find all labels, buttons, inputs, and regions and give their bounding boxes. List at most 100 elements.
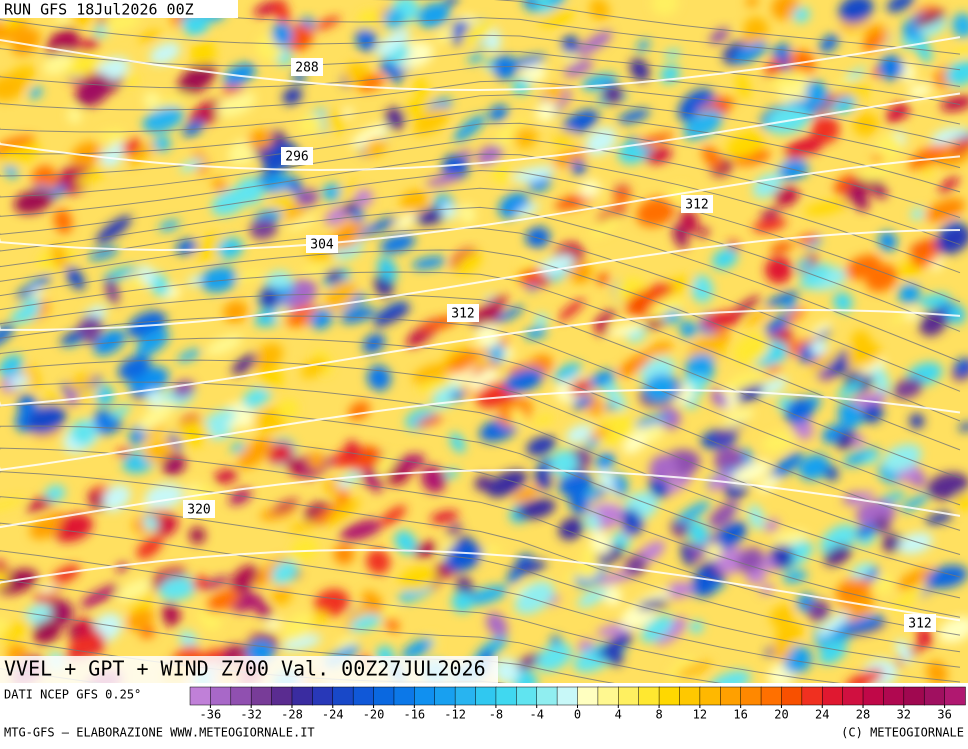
vvel-blob — [374, 305, 411, 327]
contour-label: 304 — [310, 238, 334, 253]
vvel-blob — [345, 440, 361, 460]
vvel-blob — [417, 2, 451, 28]
vvel-blob — [586, 370, 616, 389]
vvel-blob — [314, 588, 350, 617]
vvel-blob — [139, 625, 156, 639]
vvel-blob — [401, 638, 434, 660]
vvel-blob — [0, 497, 25, 513]
vvel-blob — [65, 388, 79, 406]
vvel-blob — [151, 136, 169, 148]
vvel-blob — [680, 209, 699, 234]
vvel-blob — [743, 16, 769, 42]
vvel-blob — [357, 9, 380, 30]
vvel-blob — [784, 397, 814, 425]
vvel-blob — [689, 620, 704, 634]
vvel-blob — [136, 536, 163, 559]
vvel-blob — [282, 612, 314, 641]
vvel-blob — [138, 400, 175, 432]
vvel-blob — [204, 409, 237, 429]
vvel-blob — [633, 413, 672, 428]
vvel-blob — [215, 91, 256, 118]
vvel-blob — [182, 119, 205, 137]
contour-label: 320 — [187, 503, 210, 518]
vvel-blob — [380, 233, 416, 254]
vvel-blob — [272, 499, 300, 514]
vvel-blob — [792, 6, 810, 23]
vvel-blob — [162, 453, 186, 476]
vvel-blob — [896, 566, 934, 590]
vvel-blob — [388, 64, 403, 84]
vvel-blob — [26, 279, 42, 292]
vvel-blob — [898, 283, 921, 305]
vvel-blob — [893, 377, 924, 399]
vvel-blob — [534, 466, 553, 491]
vvel-blob — [697, 227, 710, 237]
vvel-blob — [0, 354, 24, 378]
vvel-blob — [32, 619, 62, 644]
vvel-blob — [658, 406, 681, 430]
vvel-blob — [798, 454, 830, 481]
vvel-blob — [910, 207, 925, 220]
vvel-blob — [377, 256, 398, 282]
vvel-blob — [572, 395, 594, 410]
vvel-blob — [595, 414, 636, 447]
vvel-blob — [270, 189, 295, 210]
vvel-blob — [25, 363, 41, 390]
vvel-blob — [449, 432, 466, 453]
vvel-blob — [271, 22, 293, 48]
vvel-blob — [493, 657, 520, 683]
height-contour — [0, 549, 961, 622]
vvel-blob — [535, 0, 553, 14]
vvel-blob — [847, 614, 884, 631]
vvel-blob — [521, 62, 547, 84]
vvel-blob — [205, 588, 241, 613]
vvel-blob — [75, 74, 112, 107]
vvel-blob — [844, 668, 884, 683]
vvel-blob — [782, 570, 808, 584]
vvel-blob — [105, 277, 119, 305]
vvel-blob — [772, 530, 808, 546]
vvel-blob — [566, 424, 593, 444]
colorbar-swatch — [393, 686, 416, 706]
vvel-blob — [146, 390, 163, 407]
vvel-blob — [342, 200, 359, 215]
colorbar-swatch — [883, 686, 905, 706]
colorbar-swatch — [638, 686, 660, 706]
vvel-blob — [503, 368, 544, 393]
vvel-blob — [712, 247, 738, 270]
vvel-blob — [852, 188, 869, 211]
vvel-blob — [647, 341, 674, 355]
streamline — [0, 153, 961, 274]
vvel-blob — [852, 391, 888, 408]
colorbar-swatch — [842, 686, 864, 706]
contour-label-box — [306, 235, 338, 253]
vvel-blob — [836, 379, 864, 400]
contour-label: 312 — [451, 307, 474, 322]
vvel-blob — [417, 378, 453, 392]
vvel-blob — [588, 428, 610, 440]
vvel-blob — [461, 19, 495, 45]
streamline — [0, 271, 961, 451]
vvel-blob — [842, 448, 880, 467]
vvel-blob — [764, 256, 793, 284]
vvel-blob — [394, 530, 418, 555]
vvel-blob — [730, 460, 771, 486]
vvel-blob — [230, 442, 246, 453]
vvel-blob — [770, 544, 794, 569]
vvel-blob — [65, 265, 86, 291]
vvel-blob — [333, 543, 355, 565]
vvel-blob — [618, 352, 652, 377]
vvel-blob — [357, 217, 398, 237]
vvel-blob — [760, 377, 788, 396]
colorbar-swatch — [923, 686, 946, 706]
streamline — [0, 337, 961, 531]
colorbar-swatch — [189, 686, 212, 706]
vvel-blob — [876, 133, 903, 160]
vvel-blob — [267, 442, 293, 464]
vvel-blob — [918, 293, 951, 308]
credit-right: (C) METEOGIORNALE — [841, 726, 964, 740]
colorbar-swatch — [944, 686, 966, 706]
colorbar-swatch — [618, 686, 640, 706]
vvel-blob — [379, 505, 407, 527]
